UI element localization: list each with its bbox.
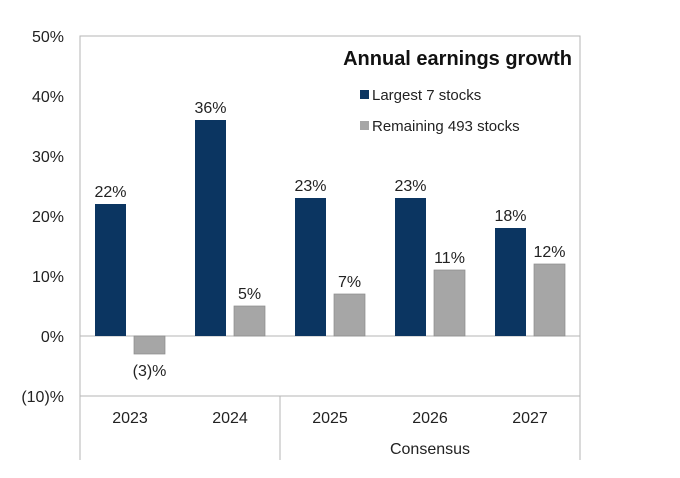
data-label: (3)% xyxy=(133,363,167,380)
data-label: 12% xyxy=(533,244,565,261)
y-tick-label: 50% xyxy=(32,29,64,46)
bar-remaining-493-2026 xyxy=(433,269,466,337)
data-label: 36% xyxy=(194,100,226,117)
y-tick-label: 40% xyxy=(32,89,64,106)
y-tick-label: 20% xyxy=(32,209,64,226)
legend-swatch-largest-7 xyxy=(360,90,369,99)
legend-label-remaining-493: Remaining 493 stocks xyxy=(372,118,520,135)
x-tick-label: 2023 xyxy=(112,410,148,427)
bar-largest-7-2026 xyxy=(395,198,426,336)
legend-swatch-remaining-493 xyxy=(360,121,369,130)
data-label: 5% xyxy=(238,286,261,303)
chart-title: Annual earnings growth xyxy=(343,48,572,70)
bar-remaining-493-2024 xyxy=(233,305,266,337)
y-tick-label: 10% xyxy=(32,269,64,286)
y-tick-label: 0% xyxy=(41,329,64,346)
x-tick-label: 2026 xyxy=(412,410,448,427)
data-label: 7% xyxy=(338,274,361,291)
data-label: 11% xyxy=(434,250,465,267)
y-tick-label: (10)% xyxy=(21,389,64,406)
bar-largest-7-2027 xyxy=(495,228,526,336)
y-tick-label: 30% xyxy=(32,149,64,166)
legend-label-largest-7: Largest 7 stocks xyxy=(372,87,481,104)
bar-largest-7-2023 xyxy=(95,204,126,336)
bar-largest-7-2025 xyxy=(295,198,326,336)
x-tick-label: 2027 xyxy=(512,410,548,427)
data-label: 23% xyxy=(394,178,426,195)
x-tick-label: 2025 xyxy=(312,410,348,427)
plot-frame xyxy=(79,35,581,397)
consensus-group-label: Consensus xyxy=(390,441,470,458)
bar-remaining-493-2023 xyxy=(133,335,166,355)
bar-largest-7-2024 xyxy=(195,120,226,336)
data-label: 18% xyxy=(494,208,526,225)
bar-remaining-493-2027 xyxy=(533,263,566,337)
data-label: 22% xyxy=(94,184,126,201)
data-label: 23% xyxy=(294,178,326,195)
legend: Largest 7 stocks Remaining 493 stocks xyxy=(360,87,520,135)
bar-remaining-493-2025 xyxy=(333,293,366,337)
x-tick-label: 2024 xyxy=(212,410,248,427)
